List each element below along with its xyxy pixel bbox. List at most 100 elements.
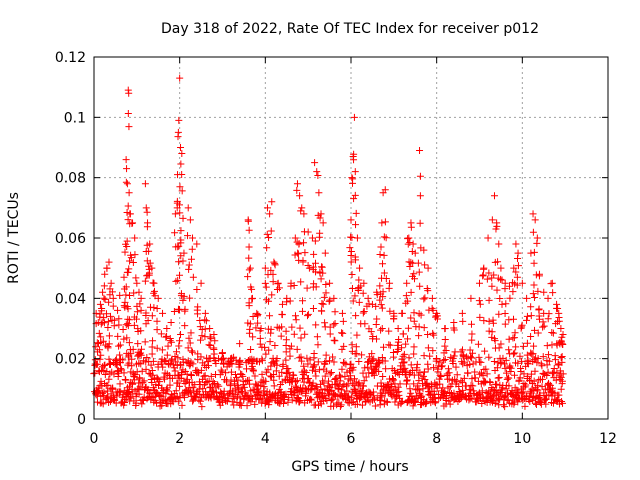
data-point bbox=[495, 240, 503, 248]
data-point bbox=[496, 294, 504, 302]
data-point bbox=[335, 381, 343, 389]
data-point bbox=[135, 359, 143, 367]
data-point bbox=[312, 283, 320, 291]
data-point bbox=[415, 323, 423, 331]
data-point bbox=[162, 358, 170, 366]
data-point bbox=[130, 321, 138, 329]
data-point bbox=[398, 309, 406, 317]
data-point bbox=[484, 234, 492, 242]
data-point bbox=[261, 264, 269, 272]
data-point bbox=[428, 304, 436, 312]
data-point bbox=[404, 235, 412, 243]
data-point bbox=[382, 365, 390, 373]
data-point bbox=[393, 388, 401, 396]
data-point bbox=[146, 259, 154, 267]
data-point bbox=[176, 183, 184, 191]
data-point bbox=[435, 395, 443, 403]
data-point bbox=[413, 360, 421, 368]
data-point bbox=[445, 397, 453, 405]
data-point bbox=[523, 316, 531, 324]
data-point bbox=[161, 375, 169, 383]
data-point bbox=[282, 342, 290, 350]
data-point bbox=[177, 144, 185, 151]
data-point bbox=[122, 283, 130, 291]
data-point bbox=[533, 359, 541, 367]
data-point bbox=[227, 368, 235, 376]
data-point bbox=[397, 398, 405, 406]
data-point bbox=[326, 323, 334, 331]
data-point bbox=[434, 368, 442, 376]
data-point bbox=[405, 354, 413, 362]
data-point bbox=[184, 344, 192, 352]
data-point bbox=[329, 395, 337, 403]
data-point bbox=[176, 271, 184, 279]
data-point bbox=[497, 340, 505, 348]
data-point bbox=[298, 204, 306, 212]
data-point bbox=[179, 214, 187, 222]
data-point bbox=[464, 369, 472, 377]
data-point bbox=[355, 276, 363, 284]
data-point bbox=[299, 257, 307, 265]
data-point bbox=[373, 315, 381, 323]
data-point bbox=[303, 312, 311, 320]
data-point bbox=[197, 336, 205, 344]
data-point bbox=[178, 187, 186, 195]
data-point bbox=[101, 270, 109, 278]
data-point bbox=[303, 354, 311, 362]
data-point bbox=[350, 195, 358, 203]
data-point bbox=[416, 192, 424, 200]
data-point bbox=[158, 346, 166, 354]
data-point bbox=[505, 335, 513, 343]
data-point bbox=[364, 294, 372, 302]
data-point bbox=[128, 355, 136, 363]
data-point bbox=[512, 343, 520, 351]
data-point bbox=[420, 324, 428, 332]
data-point bbox=[150, 304, 158, 312]
data-point bbox=[554, 318, 562, 326]
data-point bbox=[184, 204, 192, 212]
data-point bbox=[97, 377, 105, 385]
data-point bbox=[433, 315, 441, 323]
data-point bbox=[205, 377, 213, 385]
data-point bbox=[540, 322, 548, 330]
data-point bbox=[451, 348, 459, 356]
data-point bbox=[180, 249, 188, 257]
data-point bbox=[441, 335, 449, 343]
data-point bbox=[318, 300, 326, 308]
data-point bbox=[102, 310, 110, 318]
data-point bbox=[261, 343, 269, 351]
data-point bbox=[518, 357, 526, 365]
data-point bbox=[291, 234, 299, 242]
data-point bbox=[124, 361, 132, 369]
data-point bbox=[153, 344, 161, 352]
data-point bbox=[385, 341, 393, 349]
data-point bbox=[337, 401, 345, 409]
data-point bbox=[398, 397, 406, 405]
data-point bbox=[516, 374, 524, 382]
data-point bbox=[207, 335, 215, 343]
data-point bbox=[125, 189, 133, 197]
data-point bbox=[104, 318, 112, 326]
data-point bbox=[453, 371, 461, 379]
data-point bbox=[529, 290, 537, 298]
data-point bbox=[348, 174, 356, 182]
data-point bbox=[106, 312, 114, 320]
data-point bbox=[532, 271, 540, 279]
data-point bbox=[549, 368, 557, 376]
data-point bbox=[360, 308, 368, 316]
data-point bbox=[436, 358, 444, 366]
data-point bbox=[124, 320, 132, 328]
data-point bbox=[126, 210, 134, 218]
data-point bbox=[410, 317, 418, 325]
data-point bbox=[346, 244, 354, 252]
data-point bbox=[352, 221, 360, 229]
data-point bbox=[263, 204, 271, 212]
data-point bbox=[267, 266, 275, 274]
data-point bbox=[505, 282, 513, 290]
data-point bbox=[201, 316, 209, 324]
data-point bbox=[249, 333, 257, 341]
data-point bbox=[254, 319, 262, 327]
data-point bbox=[234, 376, 242, 384]
data-point bbox=[479, 272, 487, 280]
data-point bbox=[347, 248, 355, 256]
